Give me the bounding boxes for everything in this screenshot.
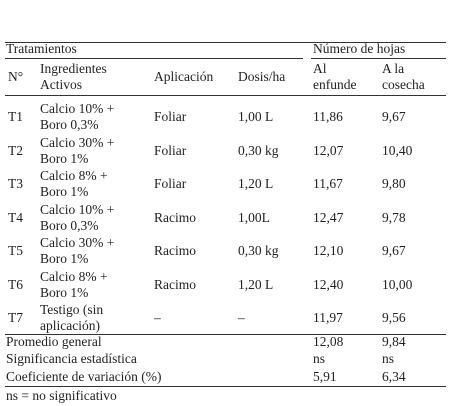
table-cell: Foliar	[154, 142, 187, 158]
summary-label: Promedio general	[6, 334, 102, 349]
summary-value: 5,91	[313, 369, 337, 384]
rule	[5, 42, 446, 43]
table-cell: Foliar	[154, 109, 187, 124]
table-cell: Calcio 30% +	[40, 134, 115, 150]
table-cell: 9,80	[382, 176, 406, 191]
table-cell: Boro 1%	[40, 251, 89, 266]
table-cell: 12,07	[313, 142, 344, 158]
table-cell: T4	[8, 209, 23, 225]
group-header: Tratamientos	[6, 41, 77, 56]
footnote: ns = no significativo	[6, 388, 117, 403]
table-cell: Racimo	[154, 243, 196, 258]
table-cell: T7	[8, 310, 23, 325]
table-cell: Boro 1%	[40, 150, 89, 166]
table-cell: 12,40	[313, 276, 344, 292]
table-cell: 0,30 kg	[238, 142, 279, 158]
table-cell: aplicación)	[40, 318, 100, 333]
rule	[5, 386, 446, 387]
summary-value: 6,34	[382, 369, 406, 384]
table-cell: 12,47	[313, 209, 344, 225]
table-cell: Racimo	[154, 209, 196, 225]
table-cell: Calcio 8% +	[40, 168, 108, 183]
table-cell: 1,00L	[238, 209, 270, 225]
summary-value: 9,84	[382, 334, 406, 349]
table-cell: T3	[8, 176, 23, 191]
table-cell: T1	[8, 109, 23, 124]
table-cell: Boro 1%	[40, 184, 89, 199]
summary-label: Significancia estadística	[6, 351, 137, 366]
group-header: Número de hojas	[313, 41, 406, 56]
table-cell: Calcio 30% +	[40, 235, 115, 250]
column-header: Aplicación	[154, 69, 214, 84]
table-cell: Calcio 10% +	[40, 201, 115, 217]
column-header: Dosis/ha	[238, 69, 286, 84]
table-cell: Calcio 8% +	[40, 268, 108, 284]
rule	[5, 58, 303, 59]
table-cell: Calcio 10% +	[40, 101, 115, 116]
summary-value: ns	[382, 351, 395, 366]
table-cell: –	[238, 310, 245, 325]
rule	[5, 334, 446, 335]
table-cell: –	[154, 310, 161, 325]
table-cell: T5	[8, 243, 23, 258]
table-cell: 11,67	[313, 176, 343, 191]
column-header: Al	[313, 61, 327, 76]
table-cell: 9,67	[382, 109, 406, 124]
table-cell: 1,20 L	[238, 176, 274, 191]
table-cell: 10,40	[382, 142, 413, 158]
table-cell: Boro 0,3%	[40, 117, 99, 132]
table-cell: 11,97	[313, 310, 343, 325]
table-cell: 12,10	[313, 243, 344, 258]
table-cell: 9,78	[382, 209, 406, 225]
table-cell: 9,67	[382, 243, 406, 258]
column-header: Activos	[40, 77, 82, 92]
column-header: cosecha	[382, 77, 425, 92]
table-cell: Racimo	[154, 276, 196, 292]
table-cell: Boro 1%	[40, 284, 89, 300]
table-cell: 1,20 L	[238, 276, 274, 292]
column-header: enfunde	[313, 77, 357, 92]
table-cell: 11,86	[313, 109, 343, 124]
table-cell: Testigo (sin	[40, 302, 104, 317]
table-cell: T2	[8, 142, 23, 158]
table-cell: T6	[8, 276, 23, 292]
column-header: A la	[382, 61, 405, 76]
summary-value: 12,08	[313, 334, 344, 349]
summary-value: ns	[313, 351, 326, 366]
summary-label: Coeficiente de variación (%)	[6, 369, 162, 384]
column-header: Ingredientes	[40, 61, 107, 76]
table-cell: Foliar	[154, 176, 187, 191]
rule	[5, 95, 446, 96]
table-cell: 1,00 L	[238, 109, 274, 124]
column-header: N°	[8, 69, 24, 84]
table-cell: 0,30 kg	[238, 243, 279, 258]
table-cell: 9,56	[382, 310, 406, 325]
rule	[311, 58, 446, 59]
table-cell: 10,00	[382, 276, 413, 292]
table-cell: Boro 0,3%	[40, 217, 99, 233]
